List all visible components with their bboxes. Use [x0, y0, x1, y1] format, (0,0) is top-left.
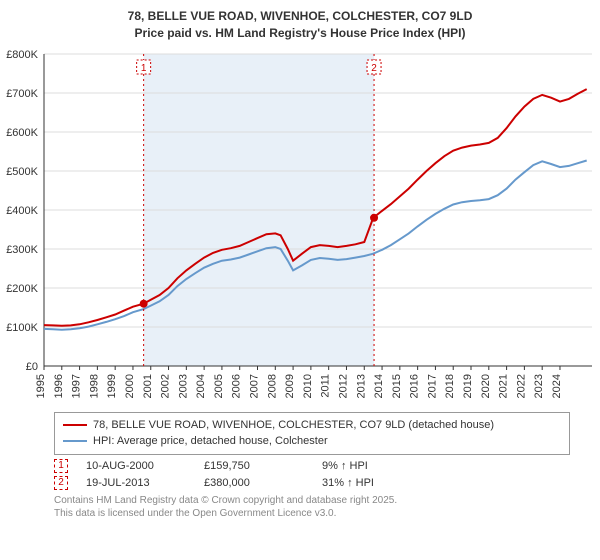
title-line-1: 78, BELLE VUE ROAD, WIVENHOE, COLCHESTER… — [0, 8, 600, 25]
x-tick-label: 2002 — [160, 374, 172, 398]
y-tick-label: £0 — [26, 361, 38, 373]
line-chart-svg: £0 £100K £200K £300K £400K £500K £600K £700K £80… — [0, 46, 600, 406]
x-tick-label: 2018 — [444, 374, 456, 398]
sale-date: 19-JUL-2013 — [86, 477, 186, 489]
x-tick-label: 2020 — [480, 374, 492, 398]
x-tick-label: 2005 — [213, 374, 225, 398]
sale-dot — [370, 213, 378, 221]
legend-row: HPI: Average price, detached house, Colc… — [63, 433, 561, 450]
x-tick-label: 2014 — [373, 374, 385, 398]
y-tick-label: £600K — [6, 127, 38, 139]
attribution: Contains HM Land Registry data © Crown c… — [54, 494, 570, 520]
sale-row: 1 10-AUG-2000 £159,750 9% ↑ HPI — [54, 459, 570, 473]
legend-label: HPI: Average price, detached house, Colc… — [93, 433, 328, 450]
sale-price: £380,000 — [204, 477, 304, 489]
legend-swatch — [63, 440, 87, 442]
x-tick-label: 2015 — [391, 374, 403, 398]
sales-table: 1 10-AUG-2000 £159,750 9% ↑ HPI 2 19-JUL-2013… — [54, 459, 570, 490]
sale-row-marker: 1 — [54, 459, 68, 473]
x-tick-label: 2004 — [195, 374, 207, 398]
sale-marker-number: 2 — [371, 63, 377, 74]
x-tick-label: 2013 — [355, 374, 367, 398]
x-tick-label: 2008 — [266, 374, 278, 398]
y-tick-label: £700K — [6, 88, 38, 100]
x-tick-label: 2012 — [337, 374, 349, 398]
x-tick-label: 1996 — [53, 374, 65, 398]
x-tick-label: 2023 — [533, 374, 545, 398]
legend: 78, BELLE VUE ROAD, WIVENHOE, COLCHESTER… — [54, 412, 570, 455]
sale-row-marker: 2 — [54, 476, 68, 490]
x-tick-label: 2011 — [320, 374, 332, 398]
y-tick-label: £300K — [6, 244, 38, 256]
y-tick-label: £400K — [6, 205, 38, 217]
attribution-line-2: This data is licensed under the Open Gov… — [54, 507, 570, 520]
x-tick-label: 2017 — [426, 374, 438, 398]
x-tick-label: 2006 — [231, 374, 243, 398]
sale-price: £159,750 — [204, 460, 304, 472]
x-tick-label: 1999 — [106, 374, 118, 398]
x-tick-label: 2019 — [462, 374, 474, 398]
sale-delta: 31% ↑ HPI — [322, 477, 422, 489]
chart-area: £0 £100K £200K £300K £400K £500K £600K £700K £80… — [0, 46, 600, 406]
legend-row: 78, BELLE VUE ROAD, WIVENHOE, COLCHESTER… — [63, 417, 561, 434]
x-tick-label: 2000 — [124, 374, 136, 398]
attribution-line-1: Contains HM Land Registry data © Crown c… — [54, 494, 570, 507]
y-tick-label: £800K — [6, 49, 38, 61]
y-tick-label: £500K — [6, 166, 38, 178]
y-tick-label: £100K — [6, 322, 38, 334]
title-line-2: Price paid vs. HM Land Registry's House … — [0, 25, 600, 42]
x-tick-label: 2003 — [177, 374, 189, 398]
x-tick-label: 1997 — [71, 374, 83, 398]
chart-title: 78, BELLE VUE ROAD, WIVENHOE, COLCHESTER… — [0, 0, 600, 46]
x-tick-label: 2022 — [515, 374, 527, 398]
x-tick-label: 2009 — [284, 374, 296, 398]
x-tick-label: 2010 — [302, 374, 314, 398]
sale-row: 2 19-JUL-2013 £380,000 31% ↑ HPI — [54, 476, 570, 490]
sale-marker-number: 1 — [141, 63, 147, 74]
x-tick-label: 1998 — [88, 374, 100, 398]
x-tick-label: 2007 — [249, 374, 261, 398]
x-tick-label: 2001 — [142, 374, 154, 398]
legend-label: 78, BELLE VUE ROAD, WIVENHOE, COLCHESTER… — [93, 417, 494, 434]
x-tick-label: 2024 — [551, 374, 563, 398]
sale-date: 10-AUG-2000 — [86, 460, 186, 472]
x-tick-label: 2016 — [409, 374, 421, 398]
x-tick-label: 1995 — [35, 374, 47, 398]
sale-dot — [140, 299, 148, 307]
legend-swatch — [63, 424, 87, 426]
x-tick-label: 2021 — [498, 374, 510, 398]
sale-delta: 9% ↑ HPI — [322, 460, 422, 472]
y-tick-label: £200K — [6, 283, 38, 295]
